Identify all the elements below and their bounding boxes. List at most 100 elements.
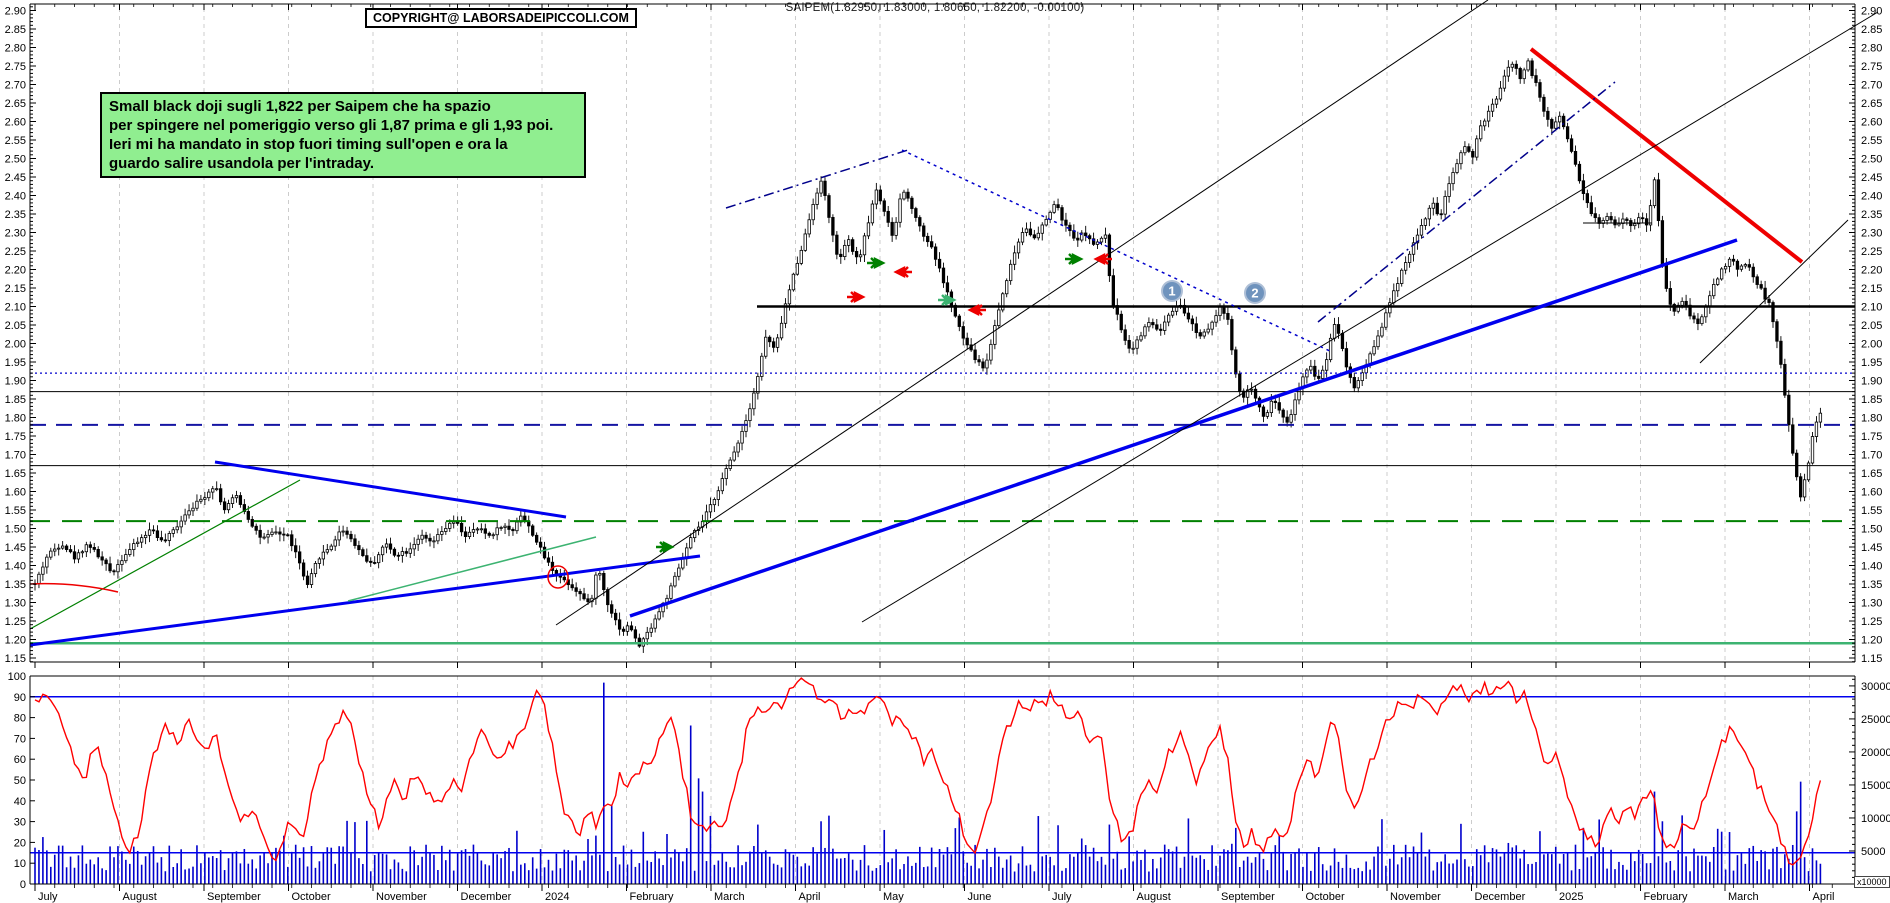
month-label: September <box>1221 891 1275 903</box>
circled-number-1: 1 <box>1161 280 1183 302</box>
svg-text:1.55: 1.55 <box>1861 505 1882 517</box>
stop-arrow-icon <box>893 266 912 278</box>
month-label: 2025 <box>1559 891 1583 903</box>
svg-text:20000: 20000 <box>1861 747 1890 759</box>
entry-arrow-icon <box>656 541 675 553</box>
svg-text:1.20: 1.20 <box>1861 635 1882 647</box>
svg-text:2.35: 2.35 <box>1861 209 1882 221</box>
svg-text:2.45: 2.45 <box>1861 172 1882 184</box>
svg-text:2.15: 2.15 <box>5 283 26 295</box>
trendline-fan-line-long <box>861 11 1879 623</box>
svg-text:1.75: 1.75 <box>5 431 26 443</box>
svg-text:2.25: 2.25 <box>1861 246 1882 258</box>
month-label: July <box>38 891 58 903</box>
svg-text:2.00: 2.00 <box>5 339 26 351</box>
note-line-3: Ieri mi ha mandato in stop fuori timing … <box>109 136 508 153</box>
svg-text:1.95: 1.95 <box>5 357 26 369</box>
axes: 2.90 2.90 2.85 2.85 2.80 2.80 2.75 2.75 2.70 2.70… <box>5 3 1890 891</box>
red-curve-left <box>29 582 119 593</box>
svg-text:1.35: 1.35 <box>1861 579 1882 591</box>
trendline-dashdot-may24 <box>725 149 909 209</box>
volume-bars <box>34 682 1822 884</box>
svg-text:60: 60 <box>14 754 26 766</box>
svg-text:30: 30 <box>14 817 26 829</box>
circled-number-2: 2 <box>1244 282 1266 304</box>
svg-text:2.05: 2.05 <box>1861 320 1882 332</box>
month-label: April <box>799 891 821 903</box>
svg-text:1.90: 1.90 <box>1861 376 1882 388</box>
trendline-green-support <box>29 479 301 630</box>
svg-text:1.85: 1.85 <box>1861 394 1882 406</box>
svg-text:15000: 15000 <box>1861 780 1890 792</box>
oscillator-threshold-lines <box>30 696 1855 854</box>
svg-text:2.65: 2.65 <box>5 98 26 110</box>
month-label: October <box>292 891 331 903</box>
svg-text:2.60: 2.60 <box>5 117 26 129</box>
svg-text:1.55: 1.55 <box>5 505 26 517</box>
month-label: May <box>883 891 904 903</box>
svg-text:5000: 5000 <box>1861 846 1885 858</box>
svg-text:1.75: 1.75 <box>1861 431 1882 443</box>
svg-text:1.25: 1.25 <box>1861 616 1882 628</box>
entry-arrow-icon <box>847 291 866 303</box>
month-label: July <box>1052 891 1072 903</box>
svg-text:2.80: 2.80 <box>1861 43 1882 55</box>
svg-text:2.55: 2.55 <box>1861 135 1882 147</box>
svg-text:1.35: 1.35 <box>5 579 26 591</box>
breakout-circle <box>547 565 569 589</box>
svg-text:2.80: 2.80 <box>5 43 26 55</box>
note-line-2: per spingere nel pomeriggio verso gli 1,… <box>109 117 554 134</box>
svg-text:20: 20 <box>14 837 26 849</box>
svg-text:1.45: 1.45 <box>1861 542 1882 554</box>
oscillator-line <box>34 677 1822 866</box>
month-label: February <box>630 891 675 903</box>
month-label: 2024 <box>545 891 569 903</box>
svg-text:2.10: 2.10 <box>1861 302 1882 314</box>
month-gridlines <box>119 8 1810 884</box>
svg-text:2.20: 2.20 <box>1861 265 1882 277</box>
month-label: August <box>123 891 157 903</box>
trendline-seagreen-support <box>347 536 597 602</box>
svg-text:1.70: 1.70 <box>5 450 26 462</box>
month-label: December <box>1475 891 1526 903</box>
svg-text:2.20: 2.20 <box>5 265 26 277</box>
svg-text:2.70: 2.70 <box>5 80 26 92</box>
svg-text:1.25: 1.25 <box>5 616 26 628</box>
svg-text:1.60: 1.60 <box>1861 487 1882 499</box>
svg-text:80: 80 <box>14 713 26 725</box>
svg-text:1.45: 1.45 <box>5 542 26 554</box>
trendline-dashdot-2025 <box>1317 81 1616 323</box>
svg-text:1.70: 1.70 <box>1861 450 1882 462</box>
stop-arrow-icon <box>1093 253 1112 265</box>
svg-text:1: 1 <box>1168 284 1175 299</box>
trendline-fan-line-steep <box>555 0 1489 626</box>
trendline-major-uptrend <box>629 238 1738 618</box>
svg-text:2.45: 2.45 <box>5 172 26 184</box>
svg-text:2.40: 2.40 <box>1861 191 1882 203</box>
trendline-triangle-upper <box>214 460 567 519</box>
svg-text:2.40: 2.40 <box>5 191 26 203</box>
entry-arrow-icon <box>1065 253 1084 265</box>
support-resistance-levels <box>30 305 1855 645</box>
month-label: April <box>1813 891 1835 903</box>
svg-text:2.10: 2.10 <box>5 302 26 314</box>
svg-text:2.90: 2.90 <box>5 6 26 18</box>
stop-arrow-icon <box>967 304 986 316</box>
svg-text:25000: 25000 <box>1861 714 1890 726</box>
svg-text:0: 0 <box>20 879 26 891</box>
month-label: February <box>1644 891 1689 903</box>
svg-text:2.50: 2.50 <box>5 154 26 166</box>
note-line-1: Small black doji sugli 1,822 per Saipem … <box>109 98 491 115</box>
chart-title: SAIPEM(1.82950, 1.83000, 1.80650, 1.8220… <box>785 2 1085 14</box>
svg-text:2.70: 2.70 <box>1861 80 1882 92</box>
svg-text:100: 100 <box>8 671 26 683</box>
svg-text:2.55: 2.55 <box>5 135 26 147</box>
month-label: November <box>376 891 427 903</box>
analyst-note: Small black doji sugli 1,822 per Saipem … <box>100 92 586 178</box>
month-label: March <box>1728 891 1759 903</box>
svg-text:2.35: 2.35 <box>5 209 26 221</box>
svg-text:1.60: 1.60 <box>5 487 26 499</box>
svg-text:1.65: 1.65 <box>5 468 26 480</box>
svg-text:10: 10 <box>14 858 26 870</box>
